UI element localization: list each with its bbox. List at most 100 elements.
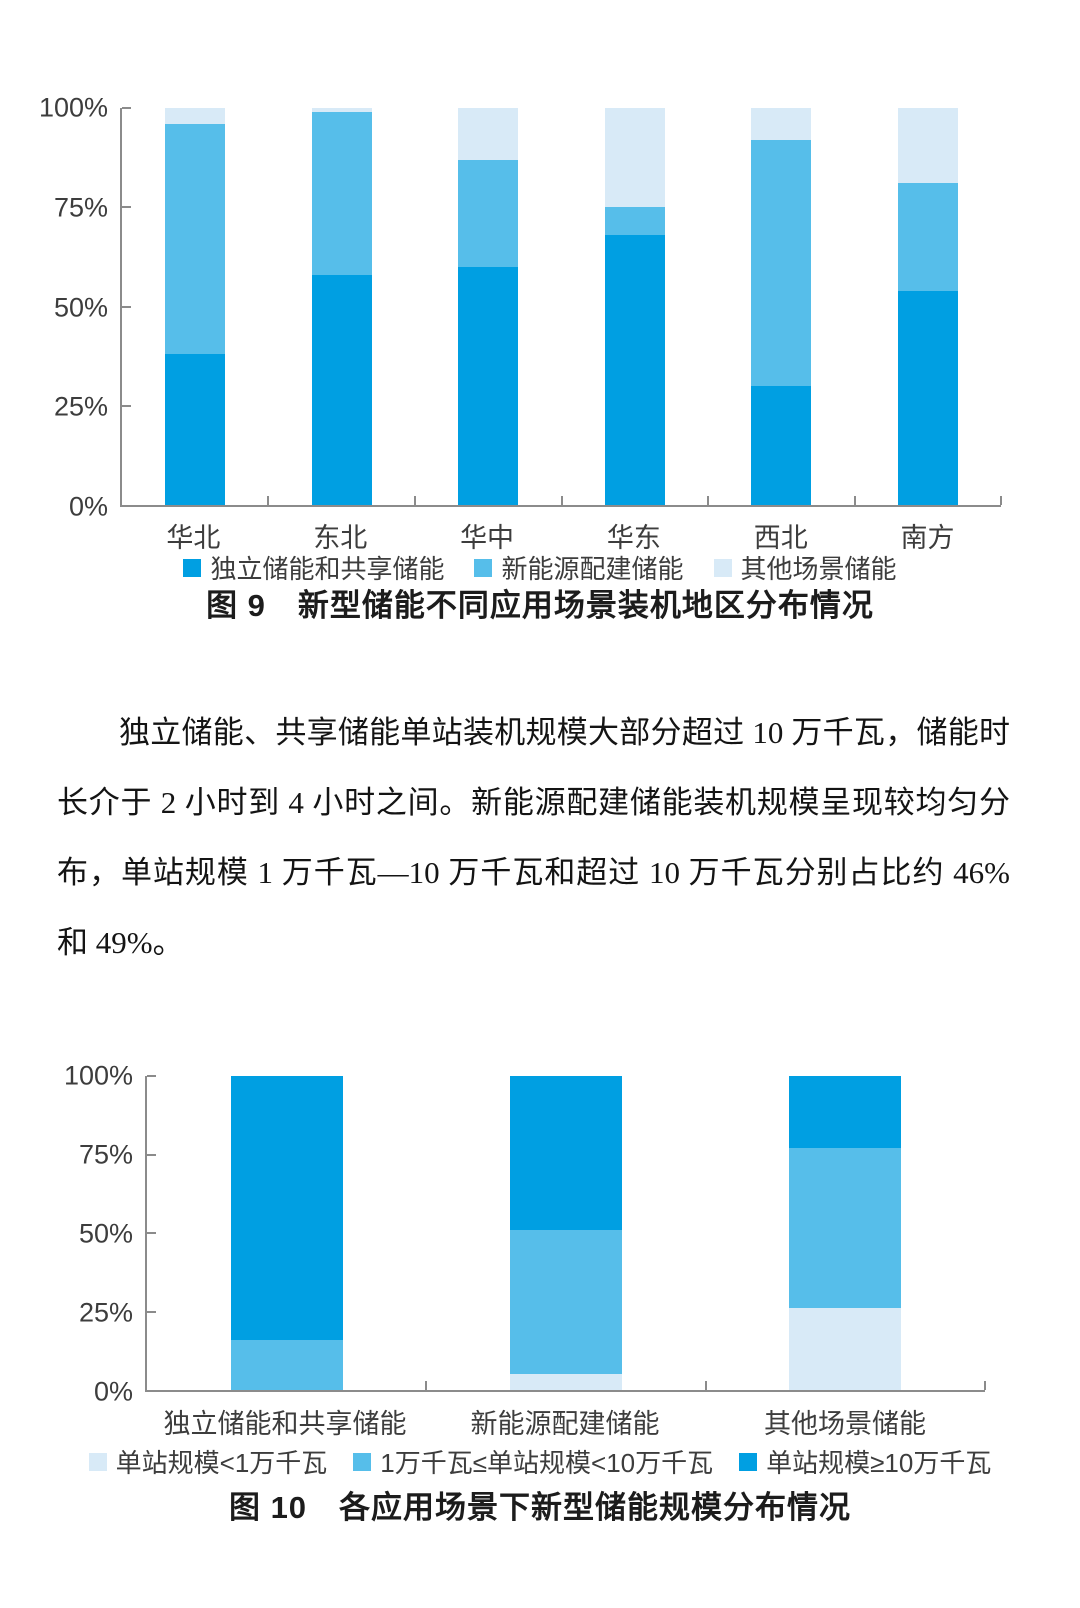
bar-segment — [509, 1229, 622, 1375]
y-tick-label: 50% — [53, 292, 108, 322]
y-axis-tick — [122, 206, 131, 209]
x-axis-tick — [1000, 496, 1002, 505]
y-tick-label: 25% — [53, 391, 108, 422]
stacked-bar — [458, 108, 519, 505]
category-label: 其他场景储能 — [764, 1409, 926, 1439]
category-label: 新能源配建储能 — [470, 1409, 660, 1439]
bar-segment — [751, 139, 812, 386]
legend-swatch — [353, 1452, 372, 1471]
legend-item: 单站规模<1万千瓦 — [88, 1443, 328, 1480]
y-tick-label: 0% — [68, 491, 108, 522]
legend-swatch — [88, 1452, 107, 1471]
bar-segment — [604, 108, 665, 208]
bars-row — [122, 108, 1001, 505]
bar-segment — [165, 354, 226, 505]
bar-segment — [230, 1339, 343, 1390]
legend-label: 1万千瓦≤单站规模<10万千瓦 — [380, 1448, 714, 1478]
legend-item: 其他场景储能 — [713, 549, 897, 586]
bar-segment — [458, 159, 519, 267]
stacked-bar — [311, 108, 372, 505]
bar-slot — [147, 1076, 426, 1390]
legend-label: 独立储能和共享储能 — [210, 554, 445, 584]
category-label: 华北 — [166, 523, 221, 553]
figure9-x-axis-labels: 华北 东北 华中 华东 西北 南方 — [120, 516, 1001, 555]
x-axis-tick — [704, 1381, 707, 1390]
figure10-plot-area — [145, 1075, 986, 1392]
body-paragraph: 独立储能、共享储能单站装机规模大部分超过 10 万千瓦，储能时长介于 2 小时到… — [57, 715, 1010, 960]
bar-segment — [165, 123, 226, 355]
figure9-legend: 独立储能和共享储能 新能源配建储能 其他场景储能 — [0, 549, 1080, 586]
bar-segment — [789, 1076, 902, 1149]
bar-segment — [897, 183, 958, 291]
category-label: 东北 — [313, 523, 368, 553]
legend-label: 单站规模<1万千瓦 — [115, 1448, 328, 1478]
bar-slot — [855, 108, 1002, 505]
y-axis-tick — [147, 1075, 156, 1077]
y-tick-label: 100% — [38, 92, 108, 123]
figure10-caption: 图 10 各应用场景下新型储能规模分布情况 — [228, 1490, 852, 1525]
legend-item: 单站规模≥10万千瓦 — [739, 1443, 991, 1480]
bar-segment — [897, 108, 958, 184]
y-tick-label: 0% — [93, 1376, 133, 1407]
x-axis-tick — [560, 496, 563, 505]
y-axis-tick — [147, 1153, 156, 1156]
bar-slot — [708, 108, 855, 505]
stacked-bar — [751, 108, 812, 505]
figure10-legend: 单站规模<1万千瓦 1万千瓦≤单站规模<10万千瓦 单站规模≥10万千瓦 — [0, 1443, 1080, 1480]
bar-segment — [458, 266, 519, 505]
category-label: 独立储能和共享储能 — [163, 1409, 407, 1439]
legend-label: 其他场景储能 — [740, 554, 897, 584]
y-tick-label: 75% — [53, 192, 108, 223]
x-axis-tick — [853, 496, 856, 505]
bar-slot — [269, 108, 416, 505]
bar-segment — [604, 207, 665, 236]
y-tick-label: 100% — [63, 1060, 133, 1091]
bars-row — [147, 1076, 985, 1390]
figure9-caption: 图 9 新型储能不同应用场景装机地区分布情况 — [206, 588, 874, 623]
bar-segment — [789, 1148, 902, 1309]
bar-segment — [509, 1374, 622, 1390]
legend-item: 1万千瓦≤单站规模<10万千瓦 — [353, 1443, 713, 1480]
legend-item: 独立储能和共享储能 — [183, 549, 444, 586]
bar-segment — [509, 1076, 622, 1230]
bar-segment — [311, 111, 372, 275]
bar-segment — [751, 385, 812, 505]
y-tick-label: 25% — [78, 1297, 133, 1328]
bar-segment — [230, 1076, 343, 1340]
legend-item: 新能源配建储能 — [474, 549, 684, 586]
x-axis-tick — [984, 1381, 986, 1390]
bar-segment — [751, 108, 812, 140]
y-axis-tick — [122, 107, 131, 109]
figure9-y-axis-labels: 100% 75% 50% 25% 0% — [0, 93, 108, 522]
stacked-bar — [789, 1076, 902, 1390]
y-tick-label: 75% — [78, 1139, 133, 1170]
bar-segment — [165, 108, 226, 124]
legend-swatch — [474, 558, 493, 577]
category-label: 华中 — [460, 523, 515, 553]
bar-slot — [122, 108, 269, 505]
stacked-bar — [230, 1076, 343, 1390]
x-axis-tick — [706, 496, 709, 505]
y-axis-tick — [147, 1232, 156, 1234]
stacked-bar — [604, 108, 665, 505]
stacked-bar — [897, 108, 958, 505]
stacked-bar — [509, 1076, 622, 1390]
bar-segment — [789, 1308, 902, 1390]
x-axis-tick — [267, 496, 270, 505]
bar-slot — [562, 108, 709, 505]
legend-label: 单站规模≥10万千瓦 — [766, 1448, 992, 1478]
legend-swatch — [183, 558, 202, 577]
x-axis-tick — [425, 1381, 428, 1390]
figure10-x-axis-labels: 独立储能和共享储能 新能源配建储能 其他场景储能 — [145, 1402, 985, 1441]
legend-swatch — [739, 1452, 758, 1471]
bar-segment — [897, 290, 958, 505]
bar-segment — [311, 274, 372, 505]
legend-label: 新能源配建储能 — [501, 554, 684, 584]
bar-segment — [604, 235, 665, 505]
bar-slot — [415, 108, 562, 505]
bar-slot — [426, 1076, 705, 1390]
figure9-plot-area — [120, 107, 1002, 507]
figure10-y-axis-labels: 100% 75% 50% 25% 0% — [0, 1061, 133, 1407]
category-label: 华东 — [606, 523, 661, 553]
